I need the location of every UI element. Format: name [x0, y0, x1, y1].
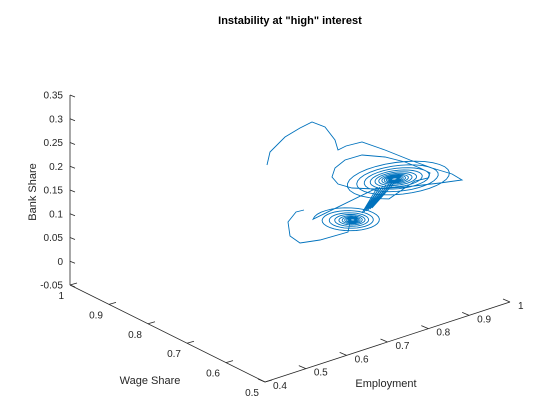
z-axis-label: Bank Share	[27, 163, 39, 220]
y-axis-label: Wage Share	[120, 375, 181, 387]
z-ticks: -0.05 0 0.05 0.1 0.15 0.2 0.25 0.3 0.35	[40, 91, 76, 292]
z-tick-mark	[69, 284, 76, 288]
x-tick-label: 0.5	[314, 368, 328, 379]
y-tick-mark	[225, 360, 234, 363]
x-axis-label: Employment	[355, 378, 416, 390]
y-tick-mark	[186, 340, 195, 344]
z-tick-mark	[69, 213, 76, 217]
z-tick-label: 0.2	[49, 162, 63, 173]
y-tick-label: 0.7	[167, 349, 181, 360]
z-tick-label: 0.1	[49, 209, 63, 220]
x-tick-mark	[380, 338, 388, 343]
z-tick-mark	[69, 94, 76, 98]
trajectory-line	[266, 121, 464, 244]
y-ticks: 0.5 0.6 0.7 0.8 0.9 1	[58, 282, 273, 399]
z-tick-mark	[69, 165, 76, 169]
y-tick-label: 1	[58, 291, 64, 302]
z-tick-mark	[69, 260, 76, 264]
x-tick-mark	[421, 325, 429, 330]
z-tick-mark	[69, 142, 76, 145]
z-tick-label: 0.25	[44, 138, 64, 149]
x-tick-mark	[339, 351, 347, 356]
z-tick-label: 0.3	[49, 114, 63, 125]
z-tick-label: 0.05	[44, 233, 64, 244]
y-tick-mark	[147, 321, 156, 325]
z-tick-mark	[69, 189, 76, 193]
y-tick-mark	[264, 379, 273, 383]
y-tick-label: 0.8	[128, 330, 142, 341]
chart-title: Instability at "high" interest	[218, 15, 362, 27]
z-tick-mark	[69, 118, 76, 122]
x-tick-mark	[502, 298, 511, 303]
x-tick-mark	[298, 365, 306, 370]
x-ticks: 0.4 0.5 0.6 0.7 0.8 0.9 1	[257, 298, 524, 392]
x-tick-label: 0.7	[396, 341, 410, 352]
x-tick-label: 0.6	[355, 354, 369, 365]
y-tick-label: 0.9	[89, 310, 103, 321]
x-tick-label: 0.9	[477, 314, 491, 325]
z-tick-label: 0.35	[44, 91, 64, 102]
y-axis-line	[69, 284, 266, 383]
y-tick-label: 0.6	[206, 369, 220, 380]
z-tick-label: -0.05	[40, 281, 63, 292]
x-tick-mark	[462, 311, 470, 316]
x-tick-label: 0.8	[436, 328, 450, 339]
z-tick-mark	[69, 237, 76, 240]
x-tick-label: 1	[518, 301, 524, 312]
y-tick-mark	[69, 282, 78, 286]
z-tick-label: 0.15	[44, 186, 64, 197]
x-tick-mark	[257, 378, 266, 383]
y-tick-mark	[108, 302, 117, 305]
x-tick-label: 0.4	[273, 381, 287, 392]
y-tick-label: 0.5	[245, 388, 259, 399]
z-tick-label: 0	[57, 257, 63, 268]
